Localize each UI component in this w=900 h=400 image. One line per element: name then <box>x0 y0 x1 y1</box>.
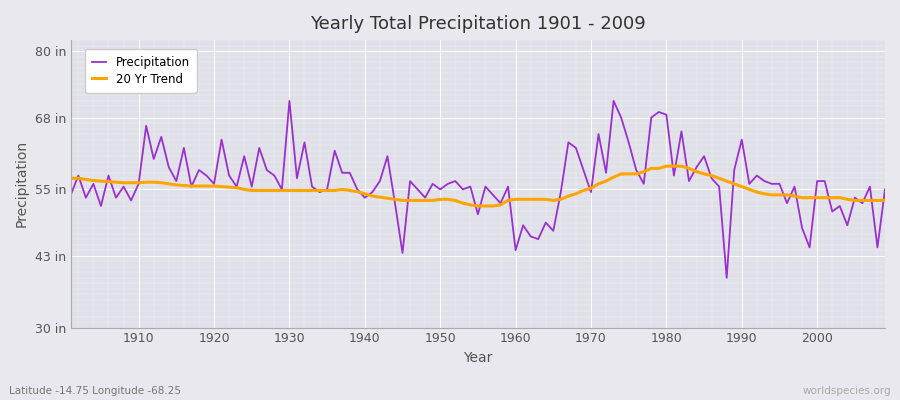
20 Yr Trend <box>66 176 77 181</box>
Line: 20 Yr Trend: 20 Yr Trend <box>71 166 885 206</box>
Precipitation <box>879 187 890 192</box>
Precipitation <box>721 276 732 280</box>
Y-axis label: Precipitation: Precipitation <box>15 140 29 228</box>
20 Yr Trend <box>472 204 483 208</box>
20 Yr Trend <box>337 187 347 192</box>
Precipitation <box>126 198 137 203</box>
Precipitation <box>284 98 295 103</box>
X-axis label: Year: Year <box>464 351 492 365</box>
Precipitation <box>66 192 77 197</box>
Title: Yearly Total Precipitation 1901 - 2009: Yearly Total Precipitation 1901 - 2009 <box>310 15 646 33</box>
20 Yr Trend <box>292 188 302 193</box>
Precipitation <box>299 140 310 145</box>
Precipitation <box>510 248 521 252</box>
Line: Precipitation: Precipitation <box>71 101 885 278</box>
20 Yr Trend <box>126 180 137 185</box>
Text: Latitude -14.75 Longitude -68.25: Latitude -14.75 Longitude -68.25 <box>9 386 181 396</box>
Precipitation <box>518 223 528 228</box>
20 Yr Trend <box>510 197 521 202</box>
Precipitation <box>345 170 356 175</box>
Precipitation <box>608 98 619 103</box>
20 Yr Trend <box>879 198 890 203</box>
20 Yr Trend <box>608 175 619 180</box>
20 Yr Trend <box>661 164 671 168</box>
Text: worldspecies.org: worldspecies.org <box>803 386 891 396</box>
Legend: Precipitation, 20 Yr Trend: Precipitation, 20 Yr Trend <box>85 49 197 92</box>
20 Yr Trend <box>518 197 528 202</box>
